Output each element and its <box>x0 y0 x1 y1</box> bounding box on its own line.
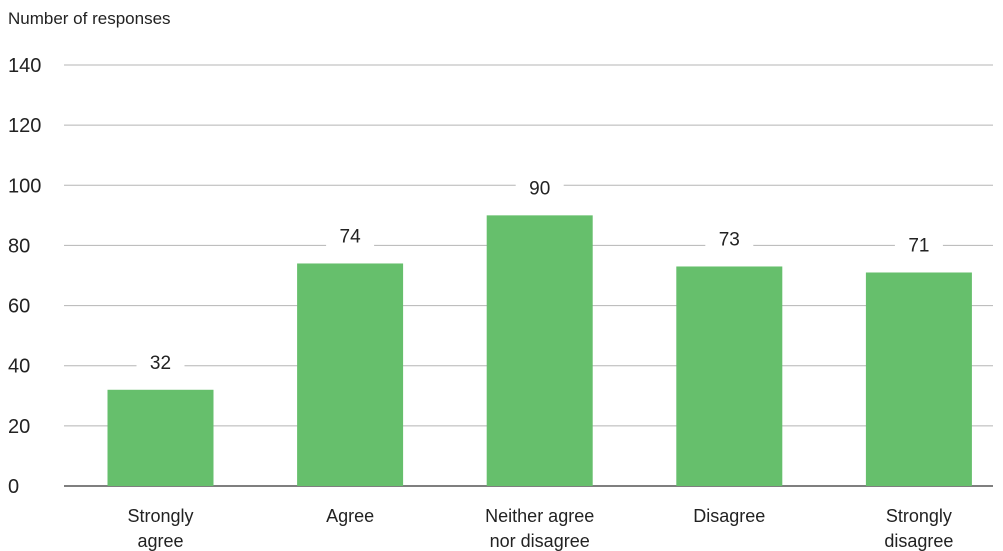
x-category-label: nor disagree <box>490 531 590 551</box>
data-label-background <box>515 177 564 202</box>
data-label-background <box>326 225 375 250</box>
data-label: 73 <box>719 229 740 250</box>
bar <box>107 389 214 486</box>
bar <box>865 272 972 486</box>
x-category-label: Disagree <box>693 506 765 526</box>
data-label: 32 <box>150 353 171 374</box>
data-label: 90 <box>529 178 550 199</box>
y-tick-label: 140 <box>8 55 41 77</box>
bar <box>297 263 404 486</box>
y-tick-label: 40 <box>8 356 30 378</box>
x-category-label: Strongly <box>127 506 193 526</box>
y-tick-label: 120 <box>8 115 41 137</box>
data-label-background <box>705 228 754 253</box>
y-tick-label: 60 <box>8 296 30 318</box>
data-label: 74 <box>340 226 362 247</box>
bar <box>676 266 783 486</box>
y-axis-title: Number of responses <box>8 9 171 28</box>
data-label-background <box>894 234 943 259</box>
y-tick-label: 0 <box>8 476 19 498</box>
x-axis-categories: Strongly agree Agree Neither agree nor disag… <box>127 506 953 551</box>
x-category-label: disagree <box>884 531 953 551</box>
data-label: 71 <box>908 235 929 256</box>
y-tick-label: 100 <box>8 175 41 197</box>
x-category-label: agree <box>137 531 183 551</box>
data-label-background <box>136 351 185 376</box>
x-category-label: Neither agree <box>485 506 594 526</box>
y-tick-label: 20 <box>8 416 30 438</box>
bars: 32 74 90 73 71 <box>107 177 972 486</box>
y-tick-label: 80 <box>8 235 30 257</box>
bar <box>486 215 593 486</box>
x-category-label: Agree <box>326 506 374 526</box>
y-axis-ticks: 0 20 40 60 80 100 120 140 <box>8 55 41 498</box>
x-category-label: Strongly <box>886 506 952 526</box>
